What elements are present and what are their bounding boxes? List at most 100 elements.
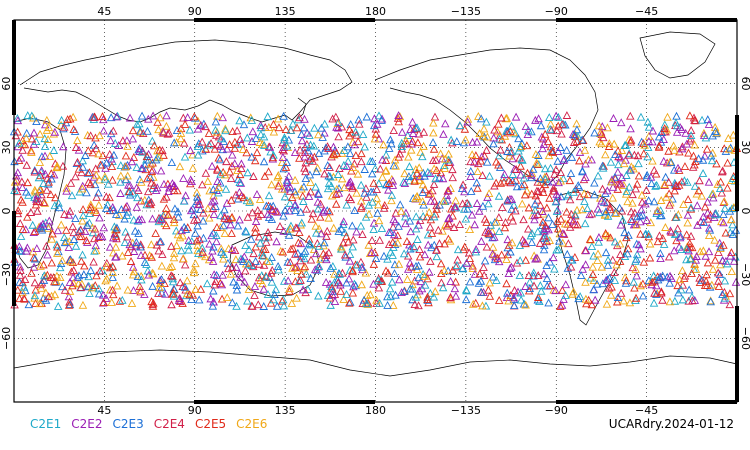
observation-triangle bbox=[295, 153, 304, 162]
observation-triangle bbox=[193, 124, 203, 133]
observation-triangle bbox=[350, 140, 359, 149]
observation-triangle bbox=[19, 282, 29, 291]
observation-triangle bbox=[388, 181, 398, 189]
observation-triangle bbox=[418, 269, 428, 278]
observation-triangle bbox=[123, 207, 133, 216]
observation-triangle bbox=[524, 286, 534, 295]
observation-triangle bbox=[144, 155, 153, 164]
observation-triangle bbox=[548, 177, 557, 186]
observation-triangle bbox=[556, 214, 566, 223]
observation-triangle bbox=[344, 274, 354, 283]
observation-triangle bbox=[244, 245, 254, 254]
observation-triangle bbox=[213, 111, 222, 120]
observation-triangle bbox=[231, 190, 241, 199]
observation-triangle bbox=[238, 145, 248, 153]
observation-triangle bbox=[311, 221, 320, 230]
observation-triangle bbox=[692, 252, 701, 260]
observation-triangle bbox=[716, 260, 725, 269]
observation-triangle bbox=[312, 167, 321, 176]
observation-triangle bbox=[402, 237, 412, 246]
observation-triangle bbox=[598, 161, 607, 170]
observation-triangle bbox=[444, 186, 453, 195]
observation-triangle bbox=[186, 175, 195, 184]
observation-triangle bbox=[637, 197, 647, 206]
observation-triangle bbox=[193, 221, 202, 230]
observation-triangle bbox=[331, 199, 341, 208]
observation-triangle bbox=[504, 176, 514, 185]
observation-triangle bbox=[221, 184, 231, 193]
observation-triangle bbox=[96, 160, 105, 169]
observation-triangle bbox=[471, 247, 481, 256]
observation-triangle bbox=[500, 131, 510, 140]
observation-triangle bbox=[506, 291, 515, 300]
lon-tick-label: −135 bbox=[451, 404, 481, 417]
observation-triangle bbox=[47, 234, 57, 243]
observation-triangle bbox=[18, 183, 27, 192]
observation-triangle bbox=[194, 139, 204, 148]
observation-triangle bbox=[321, 278, 331, 286]
observation-triangle bbox=[715, 184, 725, 192]
lon-tick-label: −90 bbox=[545, 5, 568, 18]
observation-triangle bbox=[637, 190, 647, 199]
observation-triangle bbox=[274, 171, 283, 179]
observation-triangle bbox=[104, 179, 113, 188]
observation-triangle bbox=[23, 111, 32, 119]
observation-triangle bbox=[150, 141, 159, 150]
observation-triangle bbox=[203, 204, 213, 213]
observation-triangle bbox=[573, 181, 583, 189]
observation-triangle bbox=[362, 112, 372, 121]
observation-triangle bbox=[438, 174, 448, 183]
observation-triangle bbox=[314, 261, 324, 270]
observation-triangle bbox=[283, 183, 293, 192]
observation-triangle bbox=[18, 136, 27, 145]
observation-triangle bbox=[642, 185, 651, 194]
observation-triangle bbox=[233, 139, 242, 148]
observation-triangle bbox=[681, 128, 690, 137]
observation-triangle bbox=[214, 183, 224, 192]
observation-triangle bbox=[418, 187, 427, 196]
observation-triangle bbox=[216, 244, 226, 253]
observation-triangle bbox=[37, 278, 47, 287]
observation-triangle bbox=[29, 139, 39, 148]
observation-triangle bbox=[527, 127, 536, 136]
observation-triangle bbox=[195, 199, 205, 208]
observation-triangle bbox=[137, 111, 147, 120]
observation-triangle bbox=[670, 296, 680, 305]
observation-triangle bbox=[73, 273, 82, 281]
observation-triangle bbox=[330, 269, 339, 278]
coastline-greenland bbox=[639, 31, 716, 79]
observation-triangle bbox=[296, 207, 305, 216]
observation-triangle bbox=[57, 115, 66, 124]
observation-triangle bbox=[35, 185, 45, 194]
observation-triangle bbox=[274, 178, 284, 187]
observation-triangle bbox=[462, 198, 472, 207]
observation-triangle bbox=[534, 293, 543, 301]
observation-triangle bbox=[509, 200, 519, 209]
observation-triangle bbox=[354, 115, 363, 124]
observation-triangle bbox=[466, 157, 475, 166]
observation-triangle bbox=[669, 141, 678, 150]
observation-triangle bbox=[213, 177, 222, 185]
observation-triangle bbox=[232, 301, 241, 310]
observation-triangle bbox=[505, 151, 514, 160]
observation-triangle bbox=[87, 283, 97, 292]
observation-triangle bbox=[264, 142, 274, 151]
observation-triangle bbox=[638, 210, 647, 219]
observation-triangle bbox=[290, 187, 300, 196]
observation-triangle bbox=[570, 130, 579, 139]
observation-triangle bbox=[15, 219, 25, 227]
observation-triangle bbox=[607, 282, 616, 291]
observation-triangle bbox=[302, 204, 311, 213]
observation-triangle bbox=[100, 172, 110, 181]
observation-triangle bbox=[699, 128, 709, 137]
observation-triangle bbox=[688, 243, 697, 252]
observation-triangle bbox=[465, 277, 475, 286]
observation-triangle bbox=[60, 238, 70, 247]
observation-triangle bbox=[726, 251, 735, 260]
observation-triangle bbox=[35, 299, 45, 308]
observation-triangle bbox=[593, 171, 603, 180]
observation-triangle bbox=[431, 155, 441, 164]
observation-triangle bbox=[563, 249, 572, 258]
observation-triangle bbox=[729, 256, 739, 265]
observation-triangle bbox=[400, 169, 409, 178]
